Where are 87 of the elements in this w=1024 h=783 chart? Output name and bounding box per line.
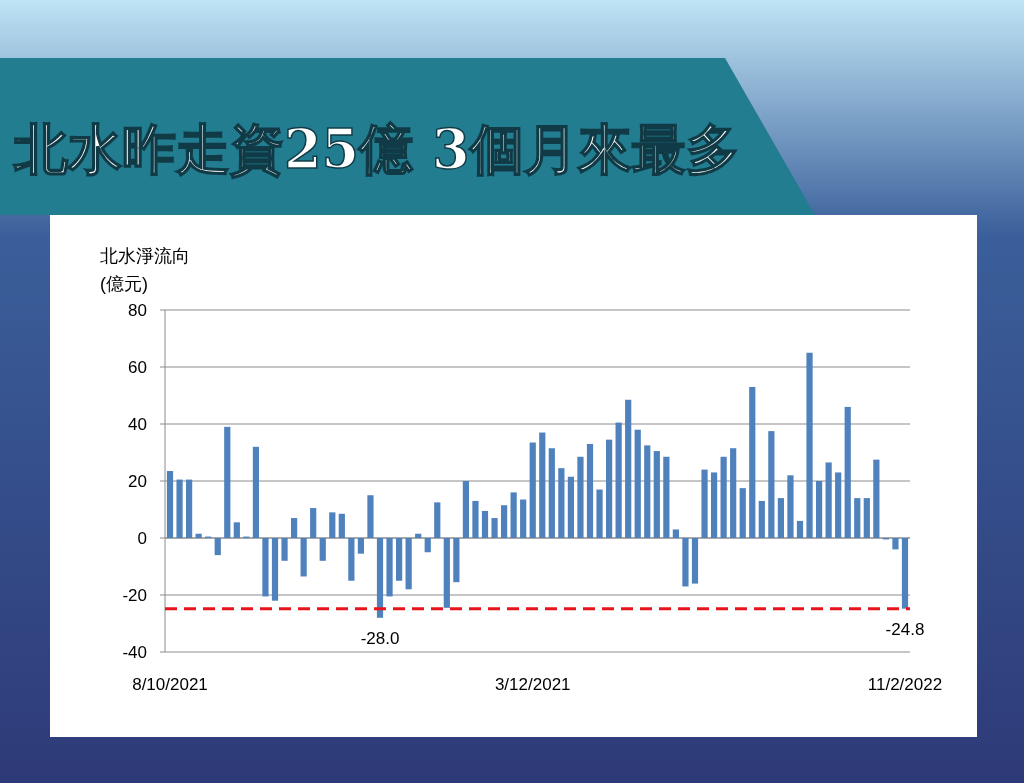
bar (357, 538, 365, 554)
y-tick-label: -40 (122, 642, 147, 662)
bar (854, 498, 861, 538)
chart-title: 北水昨走資25億 3個月來最多 (13, 117, 740, 181)
bar (443, 538, 450, 608)
bar (653, 451, 660, 538)
bar (749, 386, 756, 538)
bar (625, 399, 632, 538)
bar (558, 468, 565, 538)
bar (520, 499, 527, 538)
bar (233, 522, 240, 538)
bar (586, 443, 594, 538)
bar (176, 479, 183, 538)
bar (338, 513, 345, 538)
y-tick-label: 40 (128, 414, 147, 434)
bar (386, 538, 393, 597)
bar (634, 429, 641, 538)
y-tick-label: 20 (128, 471, 147, 491)
bar (376, 538, 384, 618)
bar (319, 538, 326, 561)
bar (291, 518, 298, 538)
bar (787, 475, 794, 538)
bar (567, 476, 575, 538)
bar (691, 538, 699, 584)
bar (672, 529, 680, 538)
data-label: -28.0 (360, 628, 400, 648)
bar (901, 538, 909, 609)
bar (224, 426, 231, 538)
bar (395, 538, 403, 581)
bar (300, 538, 307, 577)
bar (434, 502, 441, 538)
bar (405, 538, 412, 590)
bar (815, 481, 823, 538)
bar (539, 432, 546, 538)
bar (758, 500, 765, 538)
bar (863, 498, 870, 538)
y-axis-title: 北水淨流向 (億元) (100, 246, 190, 294)
bar (577, 456, 584, 538)
bar (500, 505, 508, 538)
bar (510, 492, 517, 538)
bar (873, 459, 880, 538)
bar (424, 538, 431, 553)
bar (348, 538, 355, 581)
bar (768, 431, 775, 538)
y-tick-label: -20 (122, 585, 147, 605)
x-tick-label: 11/2/2022 (867, 675, 943, 694)
bar (252, 446, 260, 538)
bar (720, 456, 727, 538)
bar (214, 538, 221, 556)
bar (186, 479, 193, 538)
bar (710, 472, 718, 538)
bar (605, 439, 613, 538)
bar (281, 538, 288, 561)
bar (271, 538, 279, 601)
x-tick-label: 3/12/2021 (494, 675, 571, 694)
bar (615, 422, 622, 538)
bar (682, 538, 689, 587)
bar (262, 538, 269, 597)
bar (491, 518, 498, 538)
bar (701, 469, 708, 538)
bar (663, 456, 670, 538)
bar (462, 481, 470, 538)
data-label: -24.8 (885, 619, 925, 639)
bar (529, 442, 536, 538)
bar (835, 472, 842, 538)
bar (730, 448, 737, 538)
bar (548, 448, 555, 538)
x-tick-label: 8/10/2021 (132, 675, 208, 694)
bar (367, 495, 374, 538)
bar (777, 498, 784, 538)
bar (166, 471, 174, 538)
bar (644, 445, 651, 538)
bar (825, 462, 832, 538)
y-tick-label: 0 (137, 528, 147, 548)
bar (472, 500, 479, 538)
bar (481, 510, 489, 538)
y-tick-label: 60 (128, 357, 147, 377)
y-tick-label: 80 (128, 300, 147, 320)
bar (329, 512, 336, 538)
bar (596, 489, 603, 538)
bar (892, 538, 899, 550)
bar (310, 508, 317, 538)
bar (739, 488, 746, 538)
bar (453, 538, 460, 583)
bar (806, 352, 813, 538)
bar (844, 406, 851, 538)
bar (796, 520, 804, 538)
